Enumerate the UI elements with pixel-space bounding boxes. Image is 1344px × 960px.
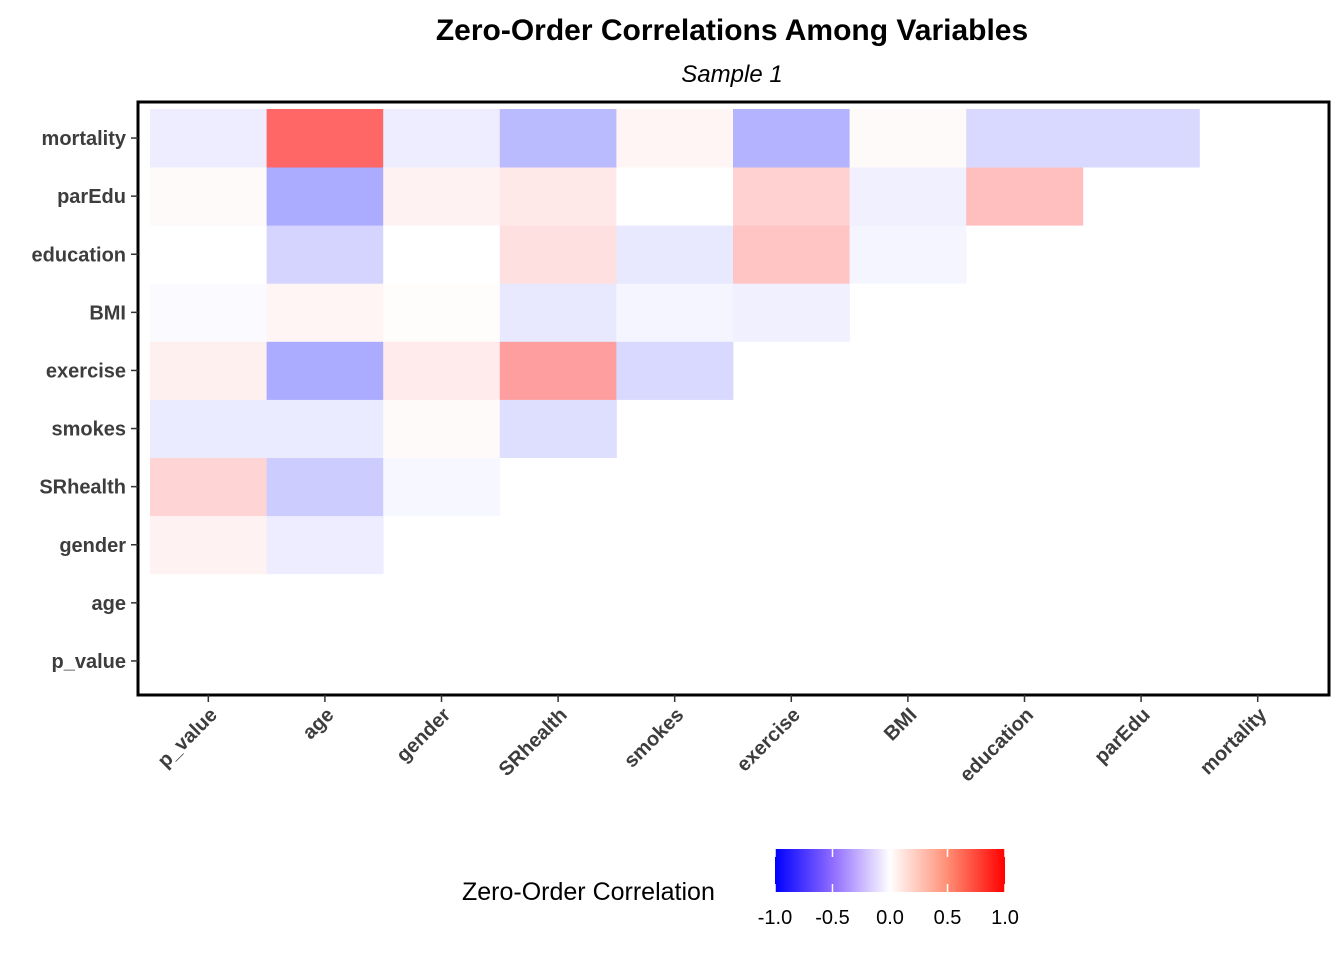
heatmap-cell-smokes-SRhealth: [499, 399, 617, 458]
heatmap-cell-BMI-age: [266, 283, 384, 342]
legend-title: Zero-Order Correlation: [462, 878, 715, 906]
heatmap-cell-BMI-exercise: [733, 283, 850, 342]
y-tick-label-education: education: [32, 244, 126, 266]
legend-tick-label: -0.5: [815, 907, 849, 929]
heatmap-cell-parEdu-smokes: [616, 167, 734, 226]
heatmap-cell-mortality-p_value: [150, 109, 267, 168]
x-tick-label-mortality: mortality: [1196, 703, 1272, 779]
y-tick-label-mortality: mortality: [42, 128, 127, 150]
y-tick-label-age: age: [92, 593, 126, 615]
heatmap-cell-exercise-smokes: [616, 341, 734, 400]
y-tick-label-smokes: smokes: [52, 419, 127, 441]
heatmap-cell-smokes-gender: [383, 399, 501, 458]
y-tick-label-SRhealth: SRhealth: [39, 477, 126, 499]
x-tick-label-smokes: smokes: [620, 704, 688, 772]
heatmap-cell-parEdu-age: [266, 167, 384, 226]
heatmap-cell-education-smokes: [616, 225, 734, 284]
heatmap-cell-BMI-SRhealth: [499, 283, 617, 342]
x-tick-label-p_value: p_value: [154, 704, 222, 772]
heatmap-cell-mortality-age: [266, 109, 384, 168]
x-tick-label-age: age: [299, 704, 339, 744]
heatmap-cell-education-exercise: [733, 225, 850, 284]
heatmap-cell-mortality-gender: [383, 109, 501, 168]
chart-title: Zero-Order Correlations Among Variables: [436, 14, 1028, 47]
heatmap-cell-parEdu-SRhealth: [499, 167, 617, 226]
heatmap-cell-BMI-gender: [383, 283, 501, 342]
heatmap-cell-parEdu-education: [966, 167, 1084, 226]
x-tick-label-exercise: exercise: [733, 704, 805, 776]
heatmap-cell-exercise-p_value: [150, 341, 267, 400]
heatmap-cell-SRhealth-p_value: [150, 457, 267, 517]
heatmap-cell-gender-p_value: [150, 515, 267, 575]
heatmap-cell-education-BMI: [849, 225, 967, 284]
legend-tick-label: 0.5: [934, 907, 962, 929]
heatmap-cell-education-age: [266, 225, 384, 284]
x-tick-label-parEdu: parEdu: [1090, 704, 1154, 768]
plot-panel-border: [136, 100, 1331, 697]
heatmap-cell-mortality-SRhealth: [499, 109, 617, 168]
heatmap-cell-mortality-education: [966, 109, 1084, 168]
heatmap-cell-smokes-p_value: [150, 399, 267, 458]
heatmap-cell-exercise-gender: [383, 341, 501, 400]
chart-subtitle: Sample 1: [681, 61, 782, 88]
legend-tick-label: 0.0: [876, 907, 904, 929]
heatmap-cell-SRhealth-age: [266, 457, 384, 517]
heatmap-cell-parEdu-BMI: [849, 167, 967, 226]
x-axis: p_value age gender SRhealth smokes exercise BM…: [154, 695, 1272, 786]
y-tick-label-p_value: p_value: [52, 651, 126, 673]
heatmap-cell-parEdu-p_value: [150, 167, 267, 226]
heatmap-cell-education-SRhealth: [499, 225, 617, 284]
y-tick-label-exercise: exercise: [46, 360, 126, 382]
heatmap-cell-mortality-smokes: [616, 109, 734, 168]
x-tick-label-BMI: BMI: [880, 704, 921, 745]
heatmap-cell-parEdu-exercise: [733, 167, 850, 226]
legend-tick-label: 1.0: [991, 907, 1019, 929]
heatmap-cell-SRhealth-gender: [383, 457, 501, 517]
heatmap-cell-BMI-p_value: [150, 283, 267, 342]
legend: Zero-Order Correlation -1.0 -0.5 0.0 0.5 1.0: [462, 849, 1019, 929]
legend-tick-label: -1.0: [758, 907, 792, 929]
heatmap-cell-exercise-age: [266, 341, 384, 400]
heatmap-cell-BMI-smokes: [616, 283, 734, 342]
x-tick-label-SRhealth: SRhealth: [495, 704, 572, 781]
heatmap-cell-mortality-exercise: [733, 109, 850, 168]
heatmap-cell-mortality-parEdu: [1082, 109, 1200, 168]
y-axis: p_value age gender SRhealth smokes exercise BM…: [32, 128, 138, 673]
heatmap-cell-smokes-age: [266, 399, 384, 458]
legend-ticks: -1.0 -0.5 0.0 0.5 1.0: [758, 849, 1019, 929]
y-tick-label-BMI: BMI: [89, 302, 126, 324]
heatmap-cell-mortality-BMI: [849, 109, 967, 168]
heatmap-cell-parEdu-gender: [383, 167, 501, 226]
heatmap-cell-education-gender: [383, 225, 501, 284]
heatmap-cell-exercise-SRhealth: [499, 341, 617, 400]
heatmap-cell-gender-age: [266, 515, 384, 575]
heatmap-cell-education-p_value: [150, 225, 267, 284]
x-tick-label-gender: gender: [392, 704, 455, 767]
x-tick-label-education: education: [956, 704, 1038, 786]
y-tick-label-gender: gender: [59, 535, 126, 557]
heatmap-cells: [150, 109, 1200, 575]
y-tick-label-parEdu: parEdu: [57, 186, 126, 208]
